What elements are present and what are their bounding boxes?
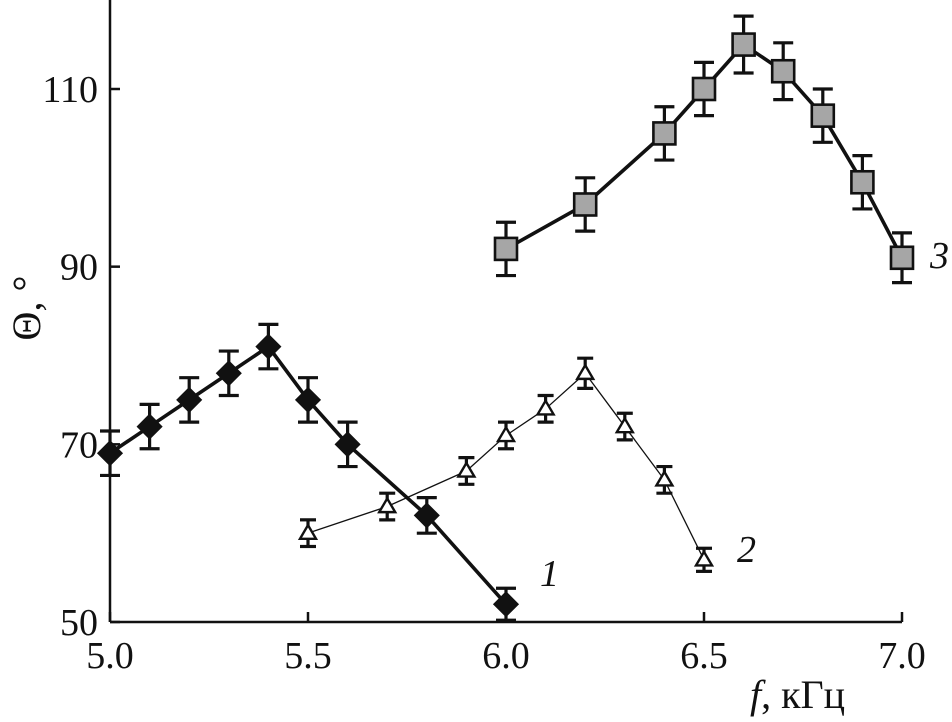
series-layer (96, 14, 915, 622)
data-point (731, 32, 756, 57)
data-point (770, 58, 796, 84)
data-point (535, 398, 556, 416)
data-point (493, 236, 519, 262)
data-point (136, 413, 163, 440)
data-point (889, 245, 915, 271)
x-axis-title-unit: , кГц (761, 672, 845, 717)
series-1 (96, 322, 520, 622)
data-point (413, 502, 440, 529)
y-tick-label: 110 (42, 69, 98, 111)
data-point (96, 440, 124, 467)
x-tick-label: 5.5 (284, 635, 332, 677)
x-axis-title: f, кГц (750, 672, 845, 717)
series-label-2: 2 (737, 529, 756, 571)
data-point (575, 362, 596, 381)
data-point (294, 386, 322, 413)
y-axis-title: Θ, ° (4, 276, 49, 341)
data-point (495, 425, 517, 443)
series-label-3: 3 (929, 235, 949, 277)
y-tick-label: 70 (60, 424, 98, 466)
data-point (652, 121, 677, 146)
y-tick-label: 90 (60, 247, 98, 289)
data-point (176, 386, 203, 413)
series-line (307, 372, 705, 561)
data-point (297, 522, 319, 540)
data-point (255, 333, 282, 360)
data-point (334, 431, 361, 458)
x-tick-label: 6.0 (482, 635, 530, 677)
data-point (614, 416, 635, 434)
series-label-1: 1 (540, 553, 559, 595)
data-point (850, 169, 875, 195)
x-tick-label: 7.0 (878, 635, 926, 677)
data-point (456, 460, 477, 478)
x-tick-label: 5.0 (86, 635, 134, 677)
data-point (654, 469, 675, 487)
series-3 (493, 14, 915, 285)
labels-layer: 1 2 3 (540, 235, 949, 595)
y-tick-label: 50 (60, 602, 98, 644)
data-point (215, 360, 242, 387)
data-point (492, 591, 520, 618)
series-2 (297, 356, 715, 573)
data-point (810, 103, 836, 128)
axes: 5.0 5.5 6.0 6.5 7.0 50 70 90 110 f, кГц Θ, ° (4, 0, 926, 717)
data-point (691, 76, 717, 102)
data-point (572, 192, 598, 217)
x-tick-label: 6.5 (680, 635, 728, 677)
data-point (693, 549, 715, 567)
data-point (377, 496, 398, 514)
